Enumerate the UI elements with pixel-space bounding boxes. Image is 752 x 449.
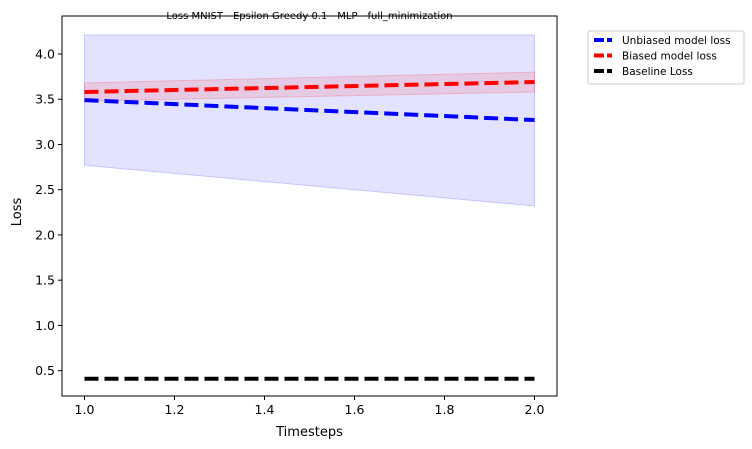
y-tick-label: 4.0	[35, 47, 55, 62]
y-tick-label: 0.5	[35, 363, 55, 378]
x-tick-label: 1.8	[435, 402, 455, 417]
y-axis-ticks: 0.5 1.0 1.5 2.0 2.5 3.0 3.5 4.0	[35, 47, 62, 378]
x-tick-label: 2.0	[525, 402, 545, 417]
y-tick-label: 3.0	[35, 137, 55, 152]
baseline-loss-legend-label: Baseline Loss	[622, 66, 693, 78]
biased-model-loss-line	[84, 80, 535, 94]
y-tick-label: 2.5	[35, 182, 55, 197]
y-tick-label: 1.5	[35, 273, 55, 288]
unbiased-model-loss-band	[84, 34, 535, 207]
unbiased-model-loss-line	[84, 98, 535, 123]
y-tick-label: 3.5	[35, 92, 55, 107]
unbiased-model-loss-legend-label: Unbiased model loss	[622, 35, 731, 47]
x-axis-label: Timesteps	[275, 425, 343, 440]
x-tick-label: 1.2	[165, 402, 185, 417]
x-tick-label: 1.0	[75, 402, 95, 417]
y-tick-label: 1.0	[35, 318, 55, 333]
x-tick-label: 1.4	[255, 402, 275, 417]
x-tick-label: 1.6	[345, 402, 365, 417]
legend: Unbiased model loss Biased model loss Base…	[587, 30, 745, 85]
x-axis-ticks: 1.0 1.2 1.4 1.6 1.8 2.0	[75, 396, 545, 417]
chart-title: Loss MNIST - Epsilon Greedy 0.1 - MLP - …	[166, 11, 452, 22]
plot-frame	[61, 15, 558, 397]
biased-model-loss-legend-label: Biased model loss	[622, 51, 717, 63]
y-axis-label: Loss	[10, 198, 25, 227]
legend-box	[587, 30, 745, 85]
series-lines	[84, 80, 535, 381]
confidence-bands	[84, 34, 535, 207]
y-tick-label: 2.0	[35, 227, 55, 242]
